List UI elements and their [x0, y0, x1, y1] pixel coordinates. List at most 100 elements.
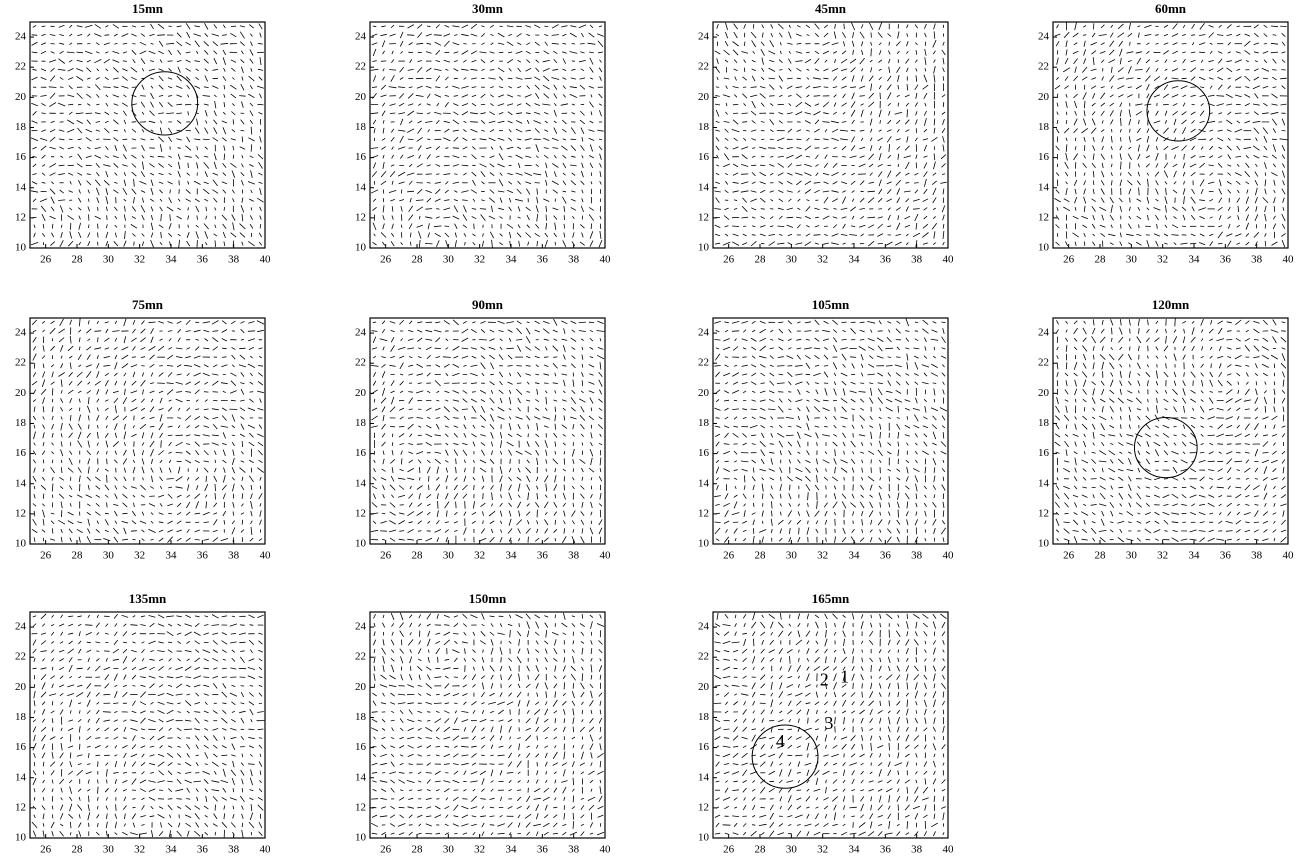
vector-arrow — [518, 538, 521, 542]
vector-arrow — [850, 206, 857, 212]
vector-arrow — [1138, 32, 1140, 38]
vector-arrow — [724, 233, 729, 237]
vector-arrow — [1217, 84, 1223, 90]
vector-arrow — [443, 363, 450, 368]
vector-arrow — [59, 42, 65, 45]
vector-arrow — [399, 380, 404, 386]
vector-arrow — [472, 164, 476, 167]
vector-arrow — [832, 441, 838, 447]
vector-arrow — [815, 432, 819, 439]
vector-arrow — [168, 49, 173, 56]
vector-arrow — [732, 225, 740, 227]
vector-arrow — [1093, 180, 1095, 186]
vector-arrow — [842, 527, 846, 535]
vector-arrow — [168, 173, 172, 176]
vector-arrow — [714, 407, 721, 411]
vector-arrow — [232, 145, 235, 151]
vector-arrow — [78, 414, 81, 422]
vector-arrow — [1217, 58, 1223, 64]
vector-arrow — [426, 459, 431, 464]
vector-arrow — [814, 207, 820, 210]
vector-arrow — [213, 24, 218, 29]
vector-arrow — [131, 171, 137, 177]
vector-arrow — [1135, 241, 1142, 246]
vector-arrow — [250, 170, 253, 178]
vector-arrow — [932, 242, 937, 245]
vector-arrow — [203, 329, 210, 333]
vector-arrow — [105, 145, 109, 151]
vector-arrow — [1144, 34, 1152, 37]
vector-arrow — [113, 536, 119, 543]
vector-arrow — [770, 425, 774, 428]
y-tick-label: 18 — [355, 417, 367, 429]
vector-arrow — [562, 468, 566, 472]
vector-arrow — [599, 433, 602, 437]
vector-arrow — [232, 483, 235, 492]
vector-arrow — [177, 233, 181, 237]
vector-arrow — [203, 347, 210, 350]
vector-arrow — [453, 60, 458, 62]
vector-arrow — [49, 163, 57, 168]
vector-arrow — [1063, 198, 1070, 203]
vector-arrow — [193, 329, 201, 333]
vector-arrow — [779, 50, 782, 55]
vector-arrow — [723, 443, 730, 445]
vector-arrow — [1273, 179, 1276, 186]
vector-arrow — [203, 103, 209, 106]
vector-arrow — [581, 363, 584, 368]
vector-arrow — [515, 198, 524, 202]
vector-arrow — [463, 205, 467, 213]
vector-arrow — [1155, 214, 1159, 221]
vector-arrow — [544, 512, 548, 516]
vector-arrow — [1182, 51, 1186, 54]
vector-arrow — [731, 129, 740, 133]
vector-arrow — [779, 85, 783, 89]
vector-arrow — [452, 155, 460, 159]
vector-arrow — [481, 181, 485, 185]
vector-arrow — [435, 49, 441, 55]
vector-arrow — [715, 95, 720, 97]
vector-arrow — [742, 493, 747, 499]
vector-arrow — [67, 94, 75, 98]
vector-arrow — [1235, 51, 1241, 54]
vector-arrow — [187, 111, 189, 116]
vector-arrow — [1146, 128, 1150, 133]
vector-arrow — [888, 476, 890, 482]
vector-arrow — [1110, 119, 1114, 125]
vector-arrow — [797, 511, 801, 516]
vector-arrow — [895, 372, 901, 377]
vector-arrow — [725, 180, 729, 185]
vector-arrow — [94, 147, 101, 149]
vector-arrow — [444, 189, 449, 194]
vector-arrow — [797, 431, 801, 440]
vector-arrow — [795, 154, 803, 159]
vector-arrow — [751, 216, 756, 219]
vector-arrow — [1110, 85, 1113, 89]
vector-arrow — [78, 197, 82, 203]
vector-arrow — [114, 145, 118, 151]
vector-arrow — [68, 355, 73, 359]
vector-arrow — [256, 320, 265, 325]
vector-arrow — [770, 24, 774, 29]
vector-arrow — [258, 181, 263, 184]
vector-arrow — [942, 118, 945, 125]
vector-arrow — [508, 537, 512, 542]
vector-arrow — [814, 319, 820, 326]
vector-arrow — [525, 206, 531, 212]
vector-arrow — [1281, 130, 1286, 132]
vector-arrow — [240, 328, 245, 334]
vector-arrow — [196, 50, 199, 54]
vector-arrow — [221, 338, 228, 342]
vector-arrow — [42, 424, 46, 429]
vector-arrow — [814, 189, 820, 194]
vector-arrow — [1126, 51, 1134, 54]
vector-arrow — [87, 146, 91, 150]
vector-arrow — [112, 527, 119, 535]
vector-arrow — [51, 371, 54, 378]
vector-arrow — [222, 493, 226, 500]
vector-arrow — [1082, 92, 1087, 100]
vector-arrow — [122, 493, 128, 499]
vector-arrow — [860, 233, 864, 237]
vector-arrow — [1064, 76, 1069, 81]
vector-arrow — [750, 31, 757, 39]
